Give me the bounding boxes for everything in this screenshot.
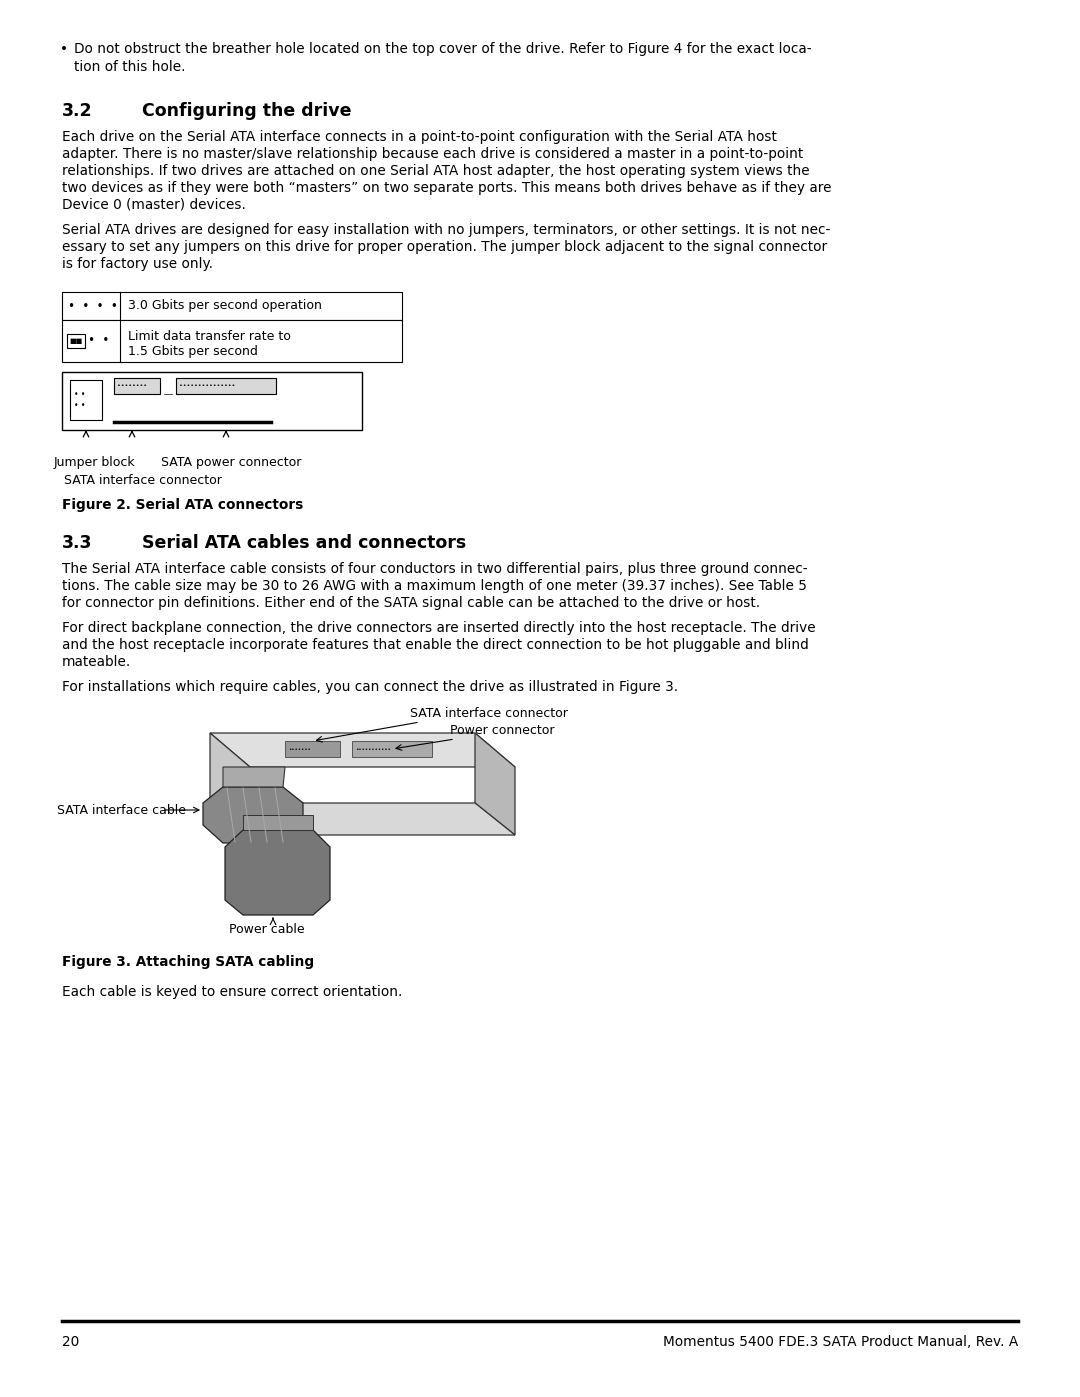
Polygon shape xyxy=(243,814,313,830)
Text: 3.0 Gbits per second operation: 3.0 Gbits per second operation xyxy=(129,299,322,313)
Text: ••••••••: •••••••• xyxy=(117,384,147,388)
Text: Limit data transfer rate to: Limit data transfer rate to xyxy=(129,330,291,344)
Text: 20: 20 xyxy=(62,1336,79,1350)
Text: The Serial ATA interface cable consists of four conductors in two differential p: The Serial ATA interface cable consists … xyxy=(62,562,808,576)
Text: Power connector: Power connector xyxy=(450,724,554,738)
Bar xyxy=(70,380,102,420)
Text: two devices as if they were both “masters” on two separate ports. This means bot: two devices as if they were both “master… xyxy=(62,182,832,196)
Text: SATA interface connector: SATA interface connector xyxy=(410,707,568,719)
Text: for connector pin definitions. Either end of the SATA signal cable can be attach: for connector pin definitions. Either en… xyxy=(62,597,760,610)
Text: 3.2: 3.2 xyxy=(62,102,93,120)
Text: Do not obstruct the breather hole located on the top cover of the drive. Refer t: Do not obstruct the breather hole locate… xyxy=(75,42,812,56)
Text: •••••••••••: ••••••••••• xyxy=(355,746,391,752)
Polygon shape xyxy=(225,830,330,915)
Bar xyxy=(62,320,402,362)
Text: Serial ATA cables and connectors: Serial ATA cables and connectors xyxy=(141,534,467,552)
Bar xyxy=(67,334,85,348)
Text: mateable.: mateable. xyxy=(62,655,132,669)
Text: Figure 2. Serial ATA connectors: Figure 2. Serial ATA connectors xyxy=(62,497,303,511)
Text: SATA interface cable: SATA interface cable xyxy=(57,803,186,816)
Polygon shape xyxy=(210,733,249,835)
Bar xyxy=(176,379,276,394)
Text: Momentus 5400 FDE.3 SATA Product Manual, Rev. A: Momentus 5400 FDE.3 SATA Product Manual,… xyxy=(663,1336,1018,1350)
Text: Figure 3. Attaching SATA cabling: Figure 3. Attaching SATA cabling xyxy=(62,956,314,970)
Text: • •: • • xyxy=(87,334,109,348)
Bar xyxy=(62,292,402,320)
Text: For direct backplane connection, the drive connectors are inserted directly into: For direct backplane connection, the dri… xyxy=(62,622,815,636)
Text: Each cable is keyed to ensure correct orientation.: Each cable is keyed to ensure correct or… xyxy=(62,985,403,999)
Text: relationships. If two drives are attached on one Serial ATA host adapter, the ho: relationships. If two drives are attache… xyxy=(62,163,810,177)
Text: essary to set any jumpers on this drive for proper operation. The jumper block a: essary to set any jumpers on this drive … xyxy=(62,240,827,254)
Bar xyxy=(62,372,362,430)
Text: tions. The cable size may be 30 to 26 AWG with a maximum length of one meter (39: tions. The cable size may be 30 to 26 AW… xyxy=(62,578,807,592)
Bar xyxy=(114,379,160,394)
Bar xyxy=(285,740,340,757)
Polygon shape xyxy=(210,733,515,767)
Text: adapter. There is no master/slave relationship because each drive is considered : adapter. There is no master/slave relati… xyxy=(62,147,804,161)
Text: •: • xyxy=(60,42,68,56)
Text: • • • •: • • • • xyxy=(68,299,118,313)
Text: • •
• •: • • • • xyxy=(75,390,85,411)
Text: Configuring the drive: Configuring the drive xyxy=(141,102,351,120)
Text: Jumper block: Jumper block xyxy=(54,455,136,469)
Text: 3.3: 3.3 xyxy=(62,534,93,552)
Text: ■■: ■■ xyxy=(69,338,82,344)
Text: and the host receptacle incorporate features that enable the direct connection t: and the host receptacle incorporate feat… xyxy=(62,638,809,652)
Polygon shape xyxy=(210,803,515,835)
Text: SATA interface connector: SATA interface connector xyxy=(64,474,221,488)
Text: •••••••••••••••: ••••••••••••••• xyxy=(179,384,235,388)
Polygon shape xyxy=(222,767,285,787)
Text: •••••••: ••••••• xyxy=(288,746,311,752)
Text: Each drive on the Serial ATA interface connects in a point-to-point configuratio: Each drive on the Serial ATA interface c… xyxy=(62,130,777,144)
Polygon shape xyxy=(203,787,303,842)
Text: For installations which require cables, you can connect the drive as illustrated: For installations which require cables, … xyxy=(62,680,678,694)
Text: 1.5 Gbits per second: 1.5 Gbits per second xyxy=(129,345,258,358)
Bar xyxy=(352,740,432,757)
Text: Device 0 (master) devices.: Device 0 (master) devices. xyxy=(62,198,246,212)
Text: SATA power connector: SATA power connector xyxy=(161,455,301,469)
Text: Power cable: Power cable xyxy=(229,923,305,936)
Text: Serial ATA drives are designed for easy installation with no jumpers, terminator: Serial ATA drives are designed for easy … xyxy=(62,224,831,237)
Text: tion of this hole.: tion of this hole. xyxy=(75,60,186,74)
Polygon shape xyxy=(475,733,515,835)
Text: is for factory use only.: is for factory use only. xyxy=(62,257,213,271)
